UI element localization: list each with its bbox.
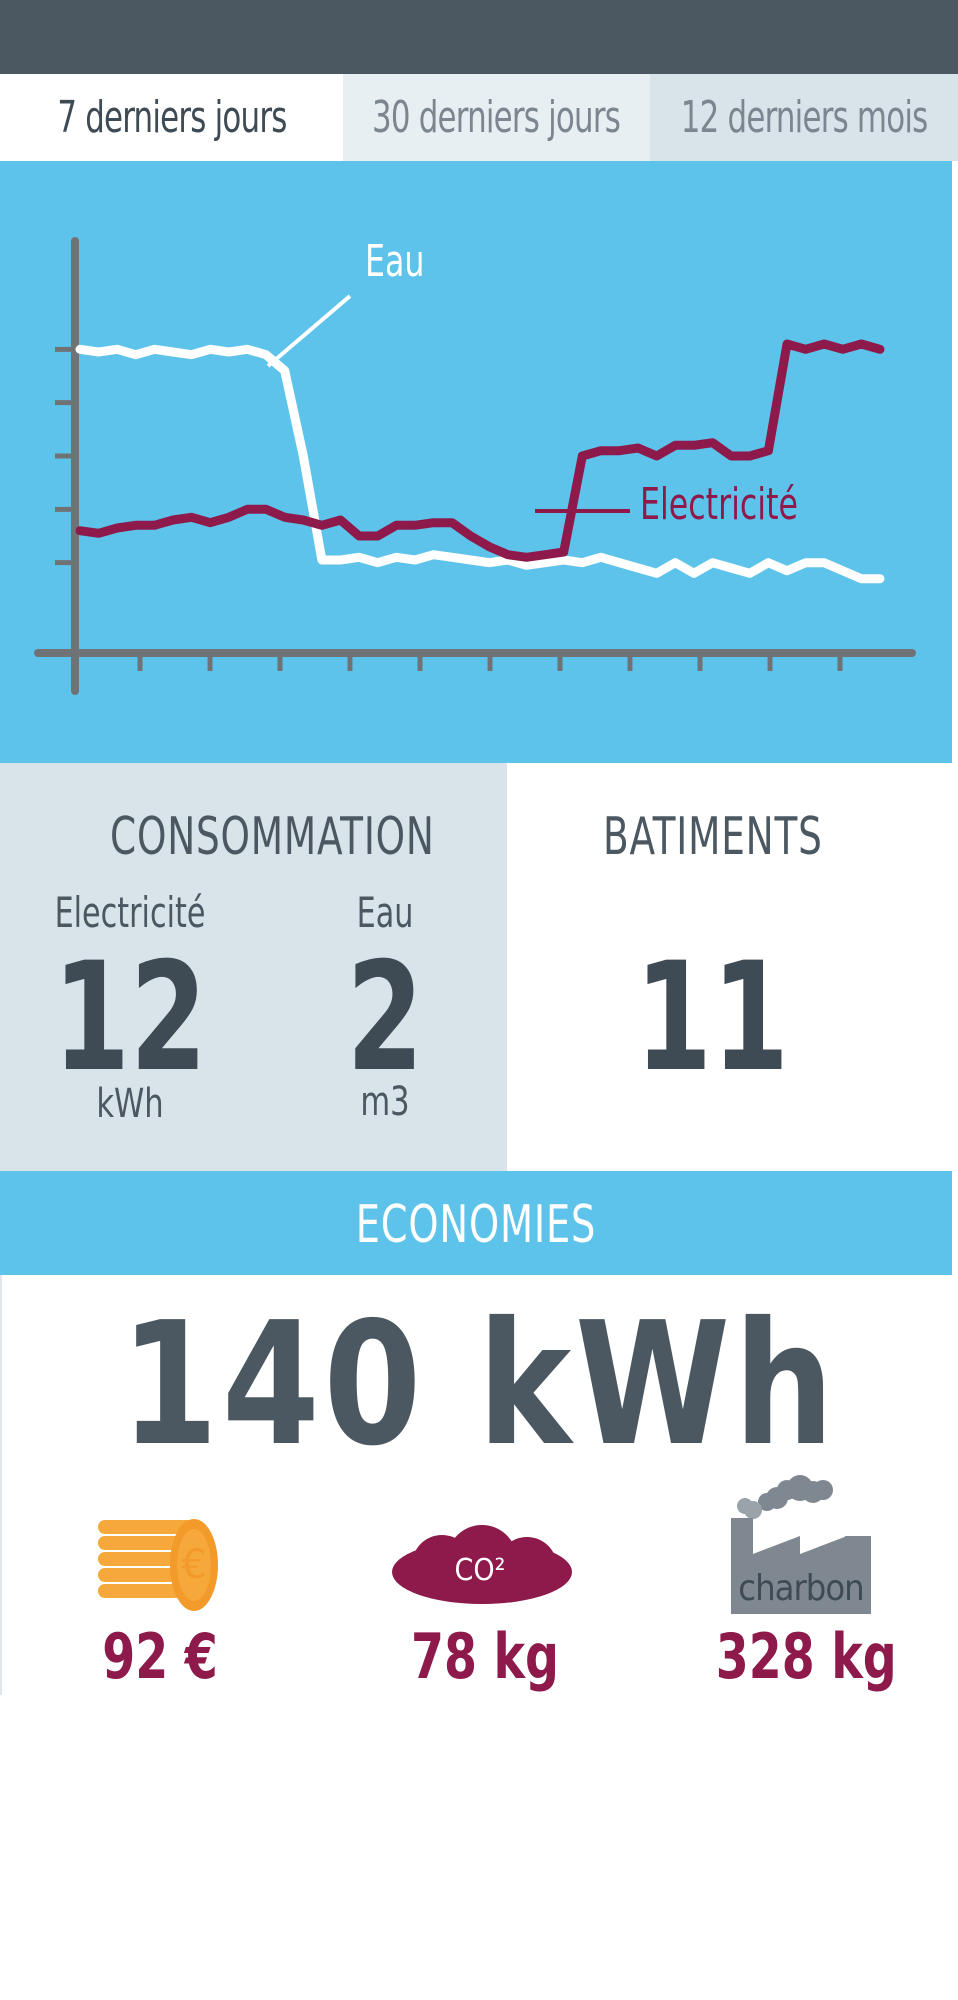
series-line-electricity [75, 339, 885, 562]
series-line-water [75, 344, 885, 584]
svg-text:€: € [181, 1542, 206, 1588]
co2-cloud-icon: CO² [392, 1525, 572, 1604]
chart-svg: Eau Electricité [34, 236, 916, 695]
coal-saved-value: 328 kg [715, 1620, 897, 1693]
tab-12-months[interactable]: 12 derniers mois [650, 74, 958, 161]
consumption-panel: CONSOMMATION Electricité 12 kWh Eau 2 m3 [0, 763, 507, 1171]
buildings-value: 11 [634, 931, 789, 1105]
co2-saved-value: 78 kg [411, 1620, 559, 1693]
buildings-panel: BATIMENTS 11 [507, 763, 952, 1171]
consumption-title: CONSOMMATION [110, 807, 435, 867]
economies-title: ECONOMIES [355, 1195, 597, 1255]
economies-total: 140 kWh [120, 1286, 838, 1484]
co2-label: CO² [455, 1553, 506, 1588]
consumption-chart: Eau Electricité [0, 161, 952, 763]
economies-header: ECONOMIES [0, 1171, 952, 1275]
tab-7-days[interactable]: 7 derniers jours [0, 74, 343, 161]
electricity-unit: kWh [96, 1081, 164, 1127]
electricity-value: 12 [52, 931, 207, 1105]
coins-icon: € [98, 1519, 218, 1611]
series-label: Electricité [640, 479, 798, 530]
factory-icon: charbon [731, 1475, 871, 1614]
panel-border [0, 1275, 2, 1695]
coal-label: charbon [738, 1568, 863, 1609]
buildings-title: BATIMENTS [603, 807, 823, 867]
water-value: 2 [346, 931, 424, 1105]
period-tabs: 7 derniers jours 30 derniers jours 12 de… [0, 74, 958, 161]
series-label-leader [266, 294, 352, 368]
electricity-label: Electricité [54, 888, 206, 937]
tab-30-days[interactable]: 30 derniers jours [343, 74, 650, 161]
water-label: Eau [356, 888, 414, 937]
money-saved-value: 92 € [102, 1620, 218, 1693]
top-bar [0, 0, 958, 74]
water-unit: m3 [360, 1079, 410, 1125]
series-label: Eau [365, 236, 424, 287]
